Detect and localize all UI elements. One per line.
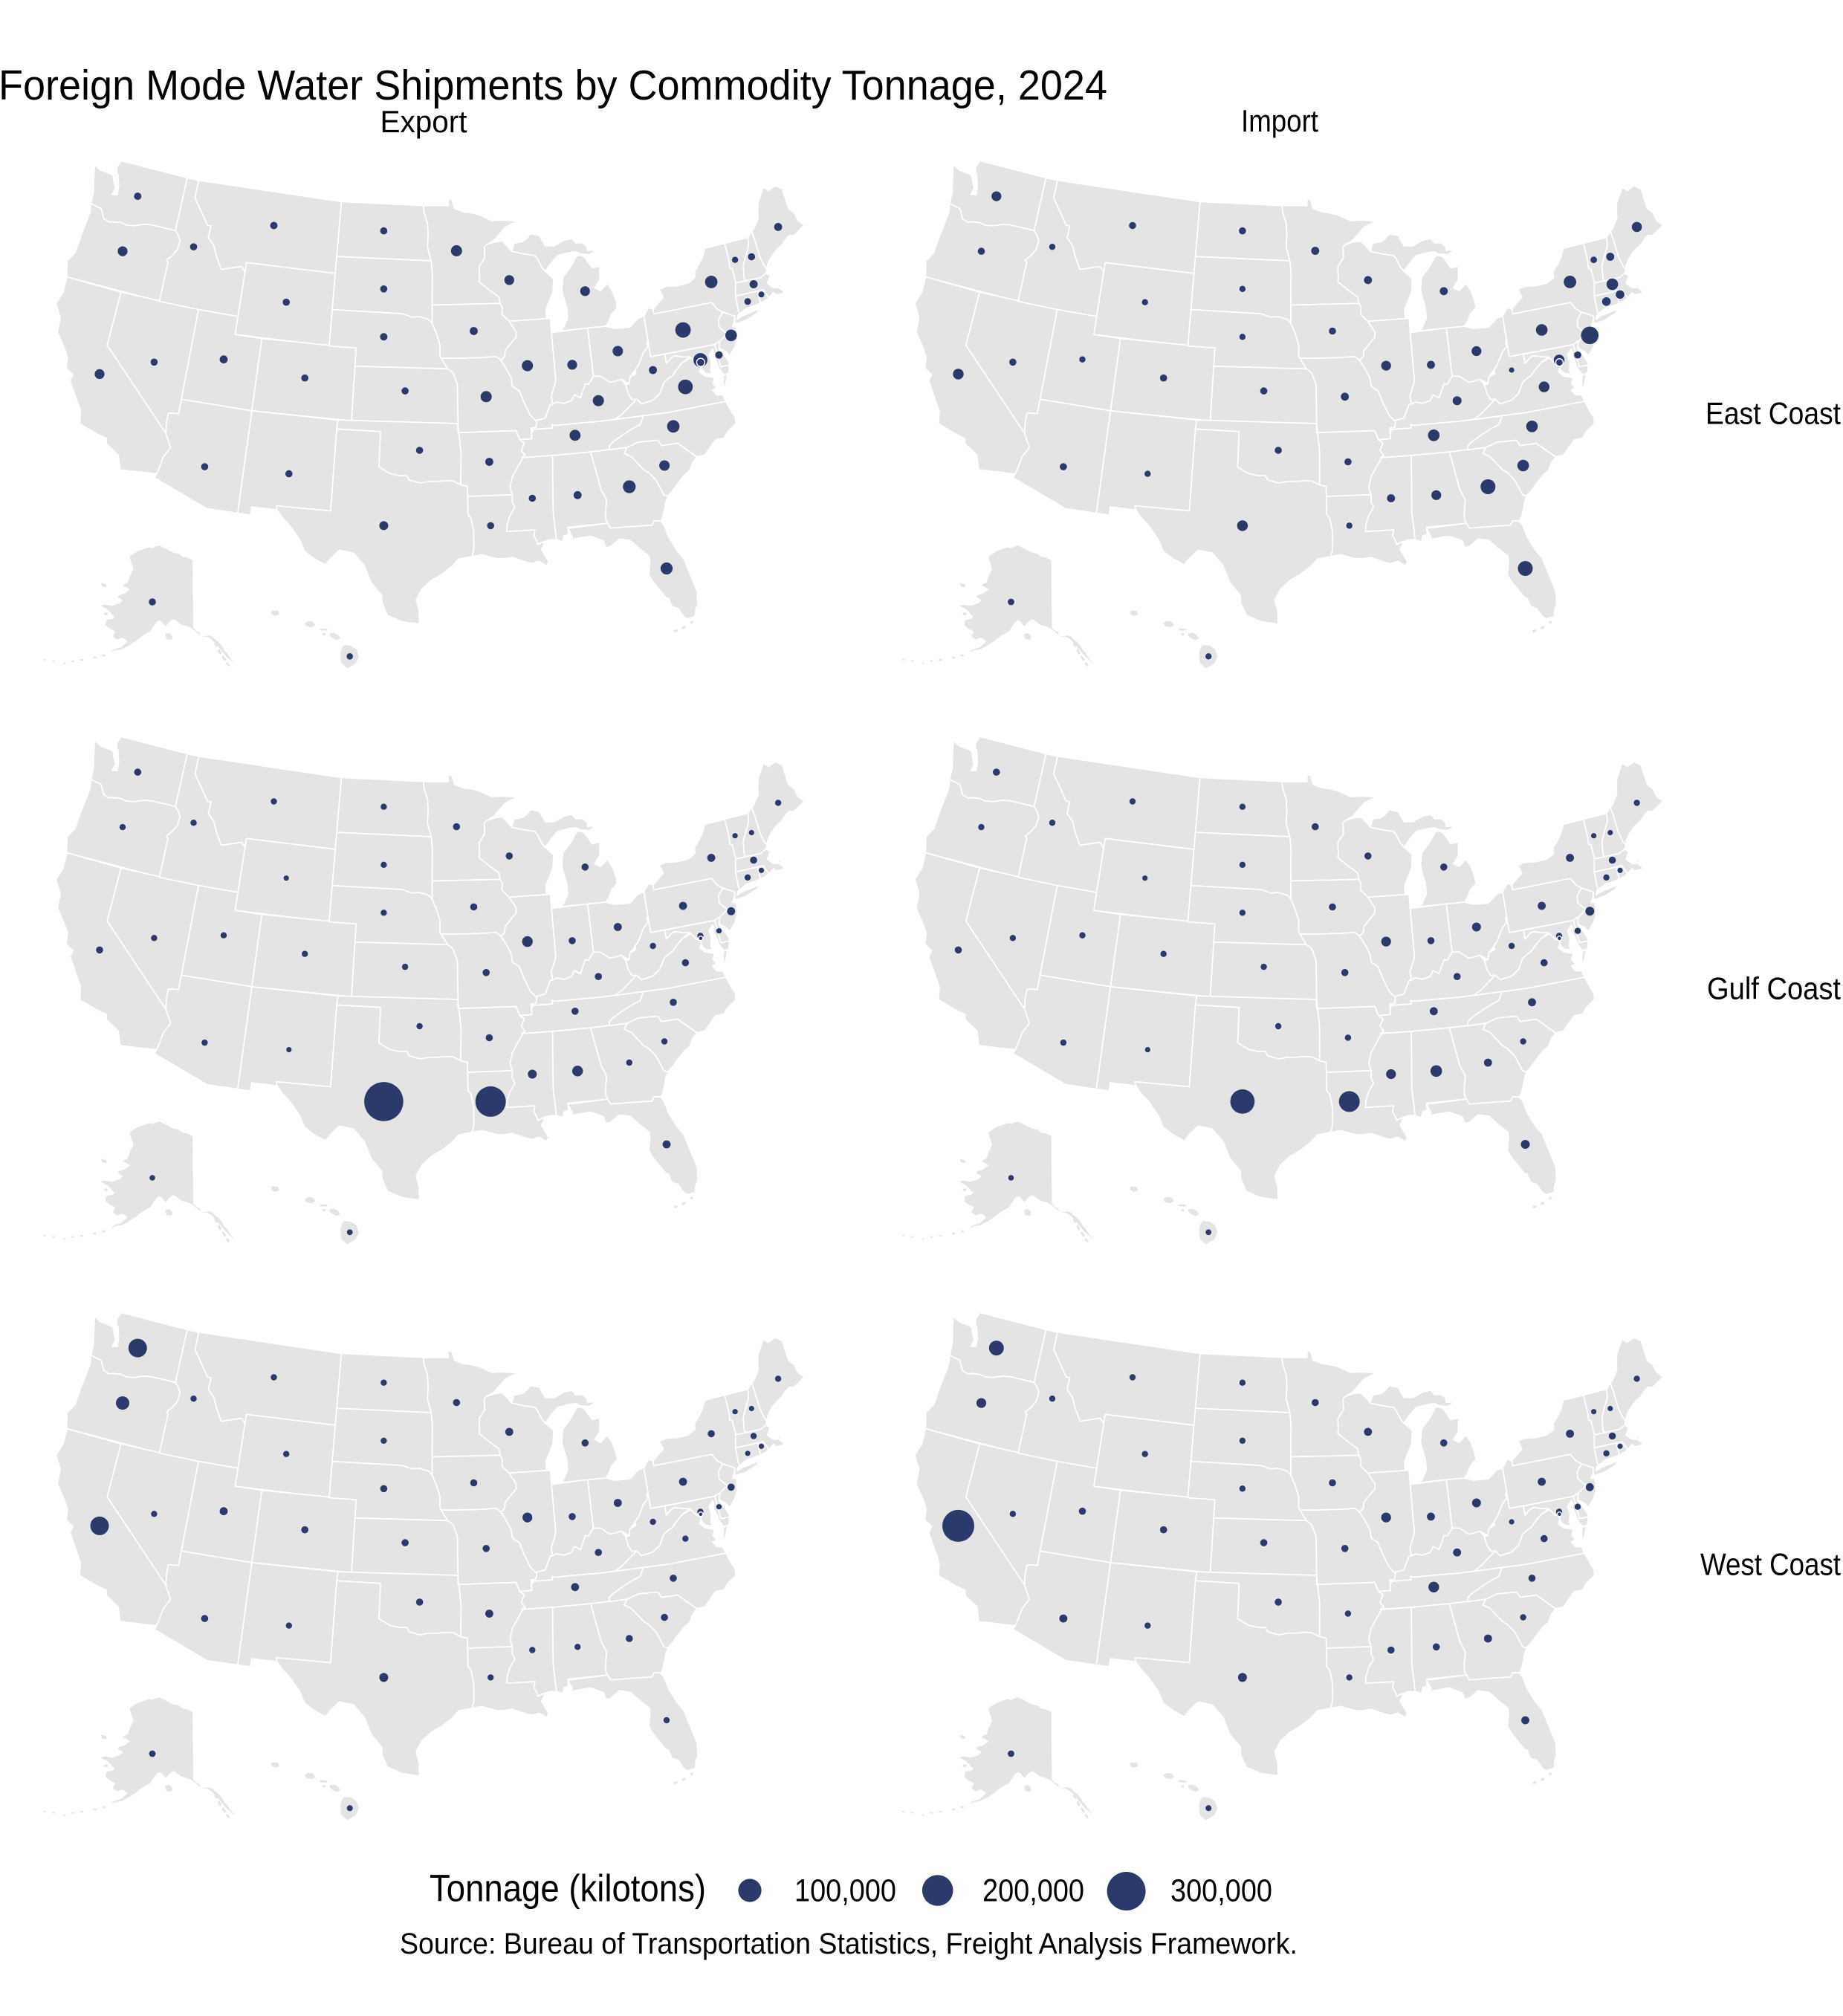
svg-text:200,000: 200,000 [982,1873,1084,1909]
svg-text:East Coast: East Coast [1706,396,1841,431]
svg-text:Export: Export [380,104,467,139]
svg-text:West Coast: West Coast [1700,1547,1841,1582]
svg-text:300,000: 300,000 [1170,1873,1272,1909]
svg-text:Gulf Coast: Gulf Coast [1707,971,1841,1006]
svg-text:Import: Import [1241,103,1318,138]
svg-text:Source: Bureau of Transportati: Source: Bureau of Transportation Statist… [400,1928,1298,1960]
svg-text:Tonnage (kilotons): Tonnage (kilotons) [430,1867,706,1910]
svg-text:Foreign Mode Water Shipments b: Foreign Mode Water Shipments by Commodit… [0,62,1107,109]
svg-text:100,000: 100,000 [794,1873,896,1909]
